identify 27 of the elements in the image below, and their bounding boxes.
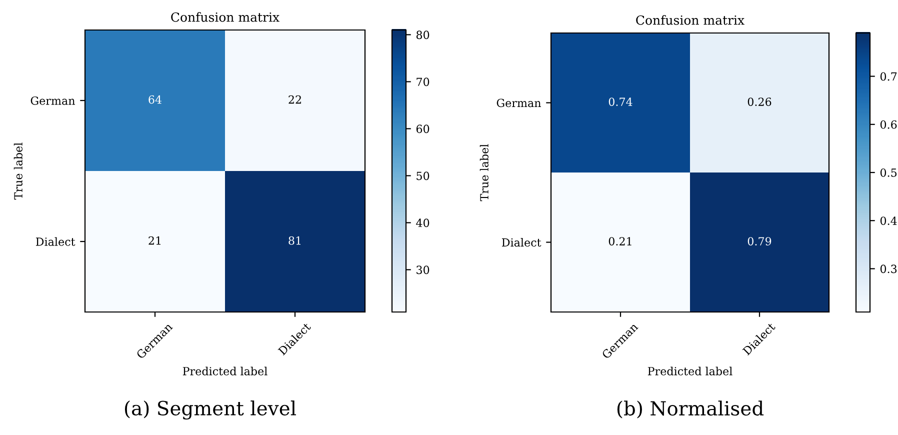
color-bar-label: 50	[416, 172, 430, 180]
x-axis-title: Predicted label	[182, 366, 268, 376]
x-axis-title: Predicted label	[648, 366, 732, 376]
data-label: 0.79	[748, 237, 772, 246]
data-label: 0.26	[748, 98, 772, 106]
data-label: 0.21	[608, 237, 632, 246]
data-label: 0.74	[608, 98, 632, 106]
color-bar-label: 0.7	[880, 72, 897, 81]
color-bar-label: 70	[416, 78, 430, 86]
text: (a) Segment level	[124, 400, 296, 420]
chart-title: Confusion matrix	[636, 15, 744, 25]
color-bar-label: 0.3	[880, 264, 897, 274]
data-label: 64	[148, 95, 162, 104]
color-bar-label: 0.6	[880, 120, 897, 129]
color-bar-label: 60	[416, 124, 430, 134]
y-axis-title: True label	[14, 142, 22, 200]
color-bar-label: 40	[416, 218, 430, 228]
color-bar-label: 30	[416, 266, 430, 274]
y-axis-title: True label	[480, 144, 488, 202]
text: (b) Normalised	[617, 400, 764, 418]
data-label: 81	[288, 236, 300, 245]
color-bar-label: 80	[416, 30, 430, 40]
color-bar-label: 0.4	[880, 216, 897, 225]
color-bar-label: 0.5	[880, 168, 897, 177]
chart-title: Confusion matrix	[171, 12, 280, 22]
data-label: 21	[148, 236, 160, 245]
data-label: 22	[288, 95, 301, 104]
